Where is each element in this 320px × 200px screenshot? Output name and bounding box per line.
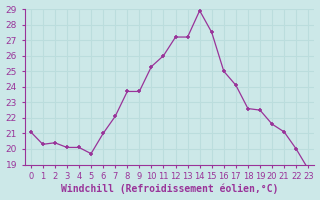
X-axis label: Windchill (Refroidissement éolien,°C): Windchill (Refroidissement éolien,°C) — [61, 184, 278, 194]
